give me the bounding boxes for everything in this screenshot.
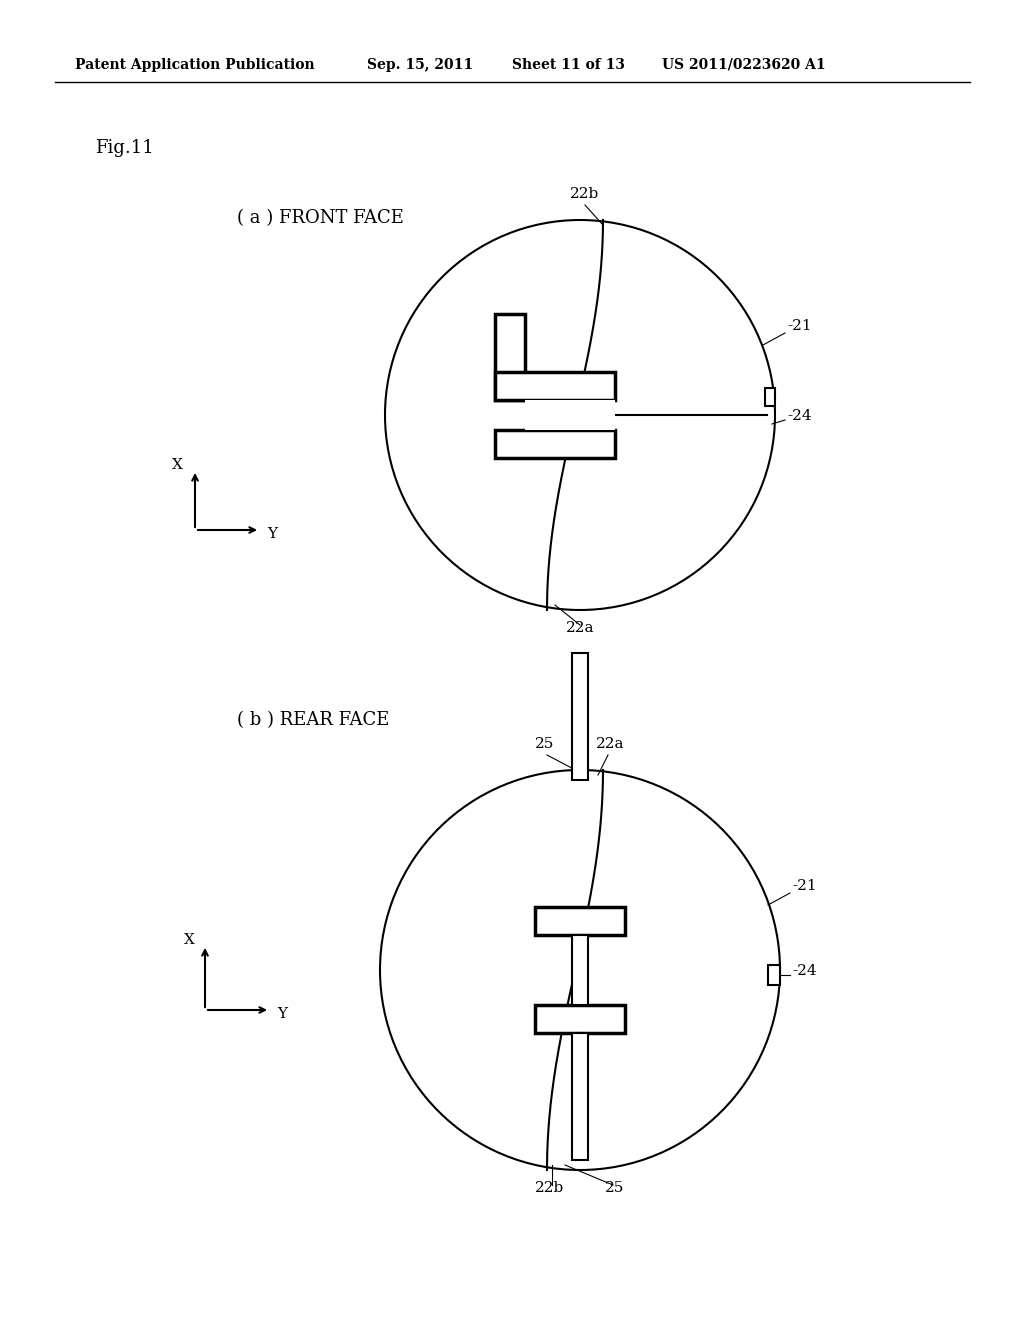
Text: -21: -21 [787, 319, 812, 333]
Text: 25: 25 [536, 737, 555, 751]
FancyBboxPatch shape [535, 907, 625, 935]
Text: -24: -24 [787, 409, 812, 422]
Text: 22a: 22a [565, 620, 594, 635]
FancyBboxPatch shape [572, 653, 588, 780]
Text: ( a ) FRONT FACE: ( a ) FRONT FACE [237, 209, 403, 227]
Text: Fig.11: Fig.11 [95, 139, 154, 157]
Text: X: X [172, 458, 182, 473]
Text: Sheet 11 of 13: Sheet 11 of 13 [512, 58, 625, 73]
FancyBboxPatch shape [525, 400, 615, 430]
Text: 25: 25 [605, 1181, 625, 1195]
Text: Y: Y [278, 1007, 287, 1020]
Text: -24: -24 [792, 964, 816, 978]
Text: Y: Y [267, 527, 278, 541]
Text: ( b ) REAR FACE: ( b ) REAR FACE [237, 711, 389, 729]
Text: Sep. 15, 2011: Sep. 15, 2011 [367, 58, 473, 73]
Text: 22a: 22a [596, 737, 625, 751]
Text: X: X [183, 933, 195, 946]
Text: 22b: 22b [570, 187, 600, 201]
FancyBboxPatch shape [572, 1034, 588, 1160]
FancyBboxPatch shape [535, 1005, 625, 1034]
Text: Patent Application Publication: Patent Application Publication [75, 58, 314, 73]
Text: -21: -21 [792, 879, 816, 894]
FancyBboxPatch shape [495, 314, 525, 400]
FancyBboxPatch shape [495, 372, 615, 400]
FancyBboxPatch shape [768, 965, 780, 985]
FancyBboxPatch shape [572, 935, 588, 1005]
FancyBboxPatch shape [765, 388, 775, 407]
Text: US 2011/0223620 A1: US 2011/0223620 A1 [662, 58, 825, 73]
FancyBboxPatch shape [495, 430, 615, 458]
Text: 22b: 22b [536, 1181, 564, 1195]
